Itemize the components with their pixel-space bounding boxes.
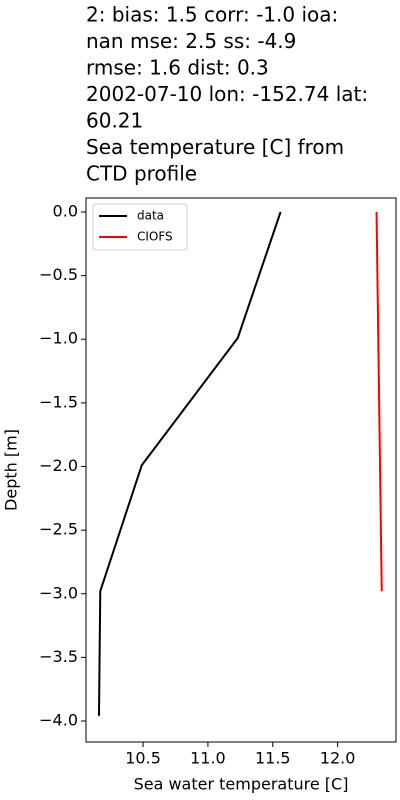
chart-title: rmse: 1.6 dist: 0.3 <box>86 56 269 80</box>
x-tick-label: 11.5 <box>255 749 291 768</box>
chart-title: CTD profile <box>86 162 197 186</box>
y-tick-label: −2.0 <box>39 456 78 475</box>
chart-title: nan mse: 2.5 ss: -4.9 <box>86 29 296 53</box>
y-tick-label: −0.5 <box>39 265 78 284</box>
x-axis-label: Sea water temperature [C] <box>134 775 349 794</box>
legend-label: CIOFS <box>137 230 173 244</box>
y-tick-label: −3.5 <box>39 647 78 666</box>
y-tick-label: −3.0 <box>39 583 78 602</box>
y-tick-label: 0.0 <box>53 201 78 220</box>
data-line <box>97 211 282 716</box>
chart-title: 60.21 <box>86 109 143 133</box>
y-tick-label: −4.0 <box>39 711 78 730</box>
y-axis-label: Depth [m] <box>2 429 21 511</box>
y-tick-label: −1.0 <box>39 329 78 348</box>
x-tick-label: 12.0 <box>320 749 356 768</box>
legend-label: data <box>137 209 164 223</box>
chart-title: 2002-07-10 lon: -152.74 lat: <box>86 82 368 106</box>
plot-frame <box>85 197 397 743</box>
chart-title: Sea temperature [C] from <box>86 135 344 159</box>
y-tick-label: −2.5 <box>39 520 78 539</box>
y-tick-label: −1.5 <box>39 392 78 411</box>
x-tick-label: 10.5 <box>125 749 161 768</box>
chart-title: 2: bias: 1.5 corr: -1.0 ioa: <box>86 3 338 27</box>
data-line <box>375 211 383 592</box>
x-tick-label: 11.0 <box>190 749 226 768</box>
